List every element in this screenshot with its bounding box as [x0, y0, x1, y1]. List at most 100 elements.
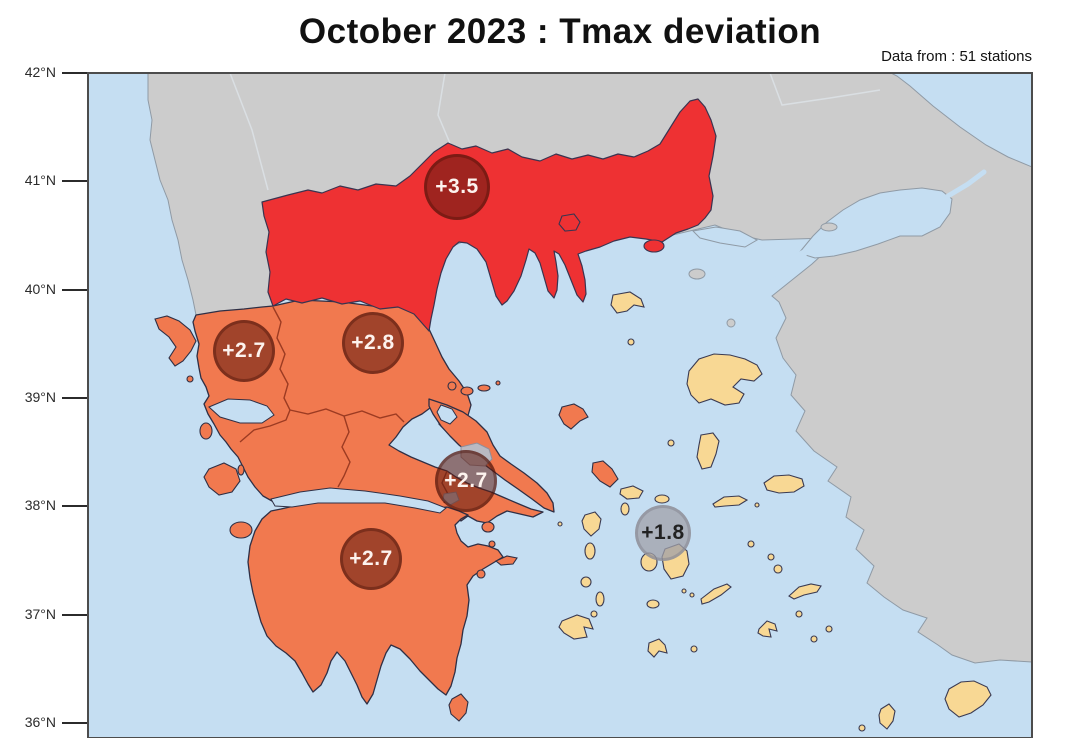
- island-chios: [696, 432, 720, 470]
- pagasetic-gulf: [436, 404, 458, 425]
- bozcaada-island: [726, 318, 736, 328]
- lat-tick-mark: [62, 72, 87, 74]
- island-lefkada: [199, 422, 213, 440]
- gulf-of-corinth: [270, 487, 447, 514]
- region-borders: [239, 306, 449, 504]
- sea-of-marmara: [798, 187, 953, 259]
- island-skopelos: [460, 386, 474, 396]
- lat-tick-label: 42°N: [24, 64, 56, 80]
- island-samos: [763, 474, 805, 494]
- island-zakynthos: [229, 521, 253, 539]
- station-value: +2.7: [444, 469, 488, 492]
- island-anafi: [690, 645, 698, 653]
- station-marker: +3.5: [424, 154, 490, 220]
- island-leros: [767, 553, 775, 561]
- island-hydra: [494, 555, 518, 566]
- region-central-greece: [192, 299, 544, 524]
- lat-tick-label: 38°N: [24, 497, 56, 514]
- island-kefalonia: [203, 462, 241, 496]
- island-euboea: [428, 398, 555, 513]
- lat-tick-label: 37°N: [24, 605, 56, 622]
- station-marker: +1.8: [635, 505, 691, 561]
- island-lesbos: [686, 353, 763, 406]
- island-lemnos: [610, 291, 645, 314]
- lat-tick-mark: [62, 505, 87, 508]
- lat-tick-label: 41°N: [24, 172, 56, 189]
- island-serifos: [580, 576, 592, 588]
- island-milos: [558, 614, 594, 640]
- island-syros: [620, 502, 630, 516]
- island-aegina: [481, 521, 495, 533]
- page-title: October 2023 : Tmax deviation: [298, 12, 822, 51]
- dardanelles-strait: [719, 250, 807, 307]
- island-corfu: [154, 315, 197, 367]
- island-kimolos: [590, 610, 598, 618]
- imbros-island: [688, 268, 706, 280]
- island-kea: [581, 511, 602, 537]
- island-sifnos: [595, 591, 605, 607]
- island-amorgos: [700, 583, 732, 605]
- island-fourni: [754, 502, 760, 508]
- lat-tick-mark: [62, 613, 87, 616]
- island-poros: [488, 540, 496, 548]
- station-marker: +2.8: [342, 312, 404, 374]
- island-skiathos: [447, 381, 457, 391]
- station-value: +2.7: [222, 339, 266, 362]
- ambracian-gulf: [208, 398, 275, 424]
- bosphorus-strait: [945, 169, 987, 199]
- map-frame: [87, 72, 1033, 738]
- island-small-cyclades-2: [689, 592, 695, 598]
- island-thasos: [558, 213, 581, 232]
- station-value: +2.8: [351, 331, 395, 354]
- station-marker: +2.7: [340, 528, 402, 590]
- country-border: [437, 73, 453, 149]
- lat-tick-mark: [62, 396, 87, 399]
- island-skyros: [558, 403, 589, 430]
- black-sea: [890, 73, 1032, 168]
- island-andros: [591, 460, 619, 488]
- station-value: +1.8: [641, 521, 685, 544]
- island-small-cyclades-1: [681, 588, 687, 594]
- island-kalymnos: [773, 564, 783, 574]
- island-agios-efstratios: [627, 338, 635, 346]
- island-kythira: [448, 693, 469, 722]
- island-karpathos: [878, 703, 896, 730]
- stations-count-note: Data from : 51 stations: [881, 48, 1032, 65]
- island-astypalaia: [757, 620, 778, 638]
- island-santorini: [647, 638, 668, 658]
- region-northern-greece: [261, 98, 717, 332]
- island-kos: [788, 583, 822, 600]
- island-kythnos: [584, 542, 596, 560]
- island-sporades-small: [495, 380, 501, 386]
- island-rhodes: [944, 680, 992, 718]
- island-tilos: [810, 635, 818, 643]
- island-alonissos: [477, 384, 491, 392]
- island-samothrace: [643, 239, 665, 253]
- station-value: +2.7: [349, 547, 393, 570]
- island-spetses: [476, 569, 486, 579]
- island-kasos: [858, 724, 866, 732]
- lat-tick-mark: [62, 180, 87, 183]
- lat-tick-label: 39°N: [24, 388, 56, 405]
- island-patmos: [747, 540, 755, 548]
- lat-tick-mark: [62, 721, 87, 724]
- island-paxoi: [186, 375, 194, 383]
- station-marker: +2.7: [213, 320, 275, 382]
- country-border: [769, 73, 881, 106]
- lat-tick-label: 40°N: [24, 280, 56, 297]
- island-psara: [667, 439, 675, 447]
- island-symi: [825, 625, 833, 633]
- country-border: [229, 73, 269, 191]
- saros-gulf: [691, 226, 759, 248]
- lat-tick-mark: [62, 288, 87, 291]
- station-marker: +2.7: [435, 450, 497, 512]
- island-ithaki: [237, 464, 245, 476]
- island-nisyros: [795, 610, 803, 618]
- island-petalioi: [557, 521, 563, 527]
- island-tinos: [619, 485, 644, 500]
- lat-tick-label: 36°N: [24, 713, 56, 730]
- marmara-island: [820, 222, 838, 232]
- island-ikaria: [712, 495, 749, 508]
- island-mykonos: [654, 494, 670, 504]
